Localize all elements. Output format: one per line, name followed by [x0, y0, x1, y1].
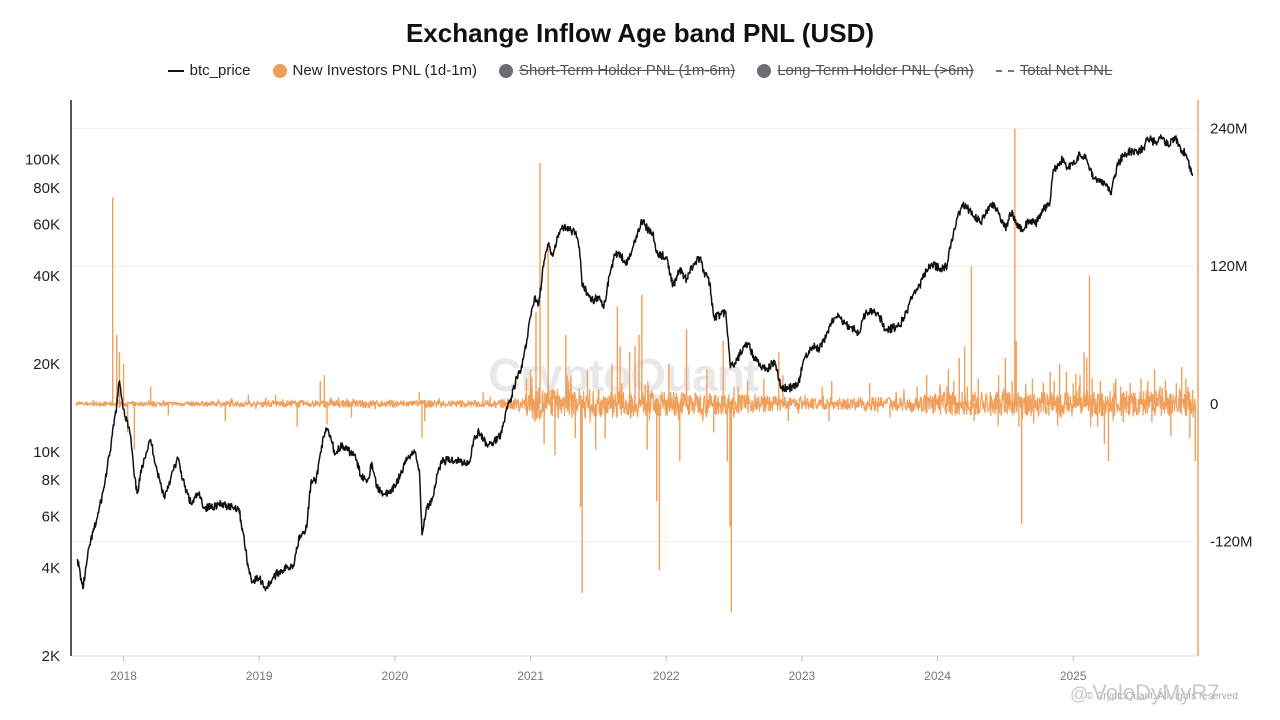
y-left-tick-label: 10K [33, 444, 60, 461]
axes [70, 100, 1199, 661]
y-left-tick-label: 100K [25, 152, 60, 169]
y-left-tick-label: 60K [33, 216, 60, 233]
dot-swatch-icon [272, 63, 287, 78]
chart-title: Exchange Inflow Age band PNL (USD) [405, 18, 875, 48]
dash-swatch-icon [995, 69, 1014, 72]
legend-item-new-investors[interactable]: New Investors PNL (1d-1m) [272, 62, 478, 79]
pnl-noise-line [75, 375, 1196, 427]
line-swatch-icon [167, 69, 184, 72]
x-tick-label: 2020 [382, 669, 409, 683]
author-handle-text: VoloDyMyR7 [1092, 680, 1220, 705]
legend-label: Total Net PNL [1019, 62, 1113, 79]
x-tick-label: 2024 [924, 669, 951, 683]
legend-item-long-term-holder[interactable]: Long-Term Holder PNL (>6m) [757, 62, 974, 79]
y-left-tick-label: 20K [33, 356, 60, 373]
legend-item-btc-price[interactable]: btc_price [167, 62, 251, 79]
copyright-text: © CryptoQuant. All rights reserved [1086, 691, 1238, 702]
tick-labels: 100K 80K 60K 40K 20K 10K 8K 6K 4K 2K 240M 120M 0 -120… [25, 121, 1253, 683]
legend-label: Short-Term Holder PNL (1m-6m) [519, 62, 736, 79]
y-right-tick-label: -120M [1210, 533, 1253, 550]
dot-swatch-icon [757, 63, 772, 78]
series-new-investors-pnl [75, 128, 1196, 613]
author-handle: @ VoloDyMyR7 [1070, 680, 1220, 705]
legend-label: New Investors PNL (1d-1m) [292, 62, 478, 79]
x-tick-label: 2018 [110, 669, 137, 683]
y-left-tick-label: 80K [33, 180, 60, 197]
x-tick-label: 2019 [246, 669, 273, 683]
y-left-tick-label: 2K [42, 648, 60, 665]
x-tick-label: 2025 [1060, 669, 1087, 683]
y-left-tick-label: 40K [33, 268, 60, 285]
y-right-tick-label: 240M [1210, 121, 1248, 138]
y-left-tick-label: 6K [42, 509, 60, 526]
x-tick-label: 2022 [653, 669, 680, 683]
legend-label: btc_price [189, 62, 251, 79]
gridlines [72, 128, 1198, 542]
btc-price-line [76, 134, 1194, 592]
legend-item-total-net-pnl[interactable]: Total Net PNL [995, 62, 1113, 79]
legend-item-short-term-holder[interactable]: Short-Term Holder PNL (1m-6m) [499, 62, 735, 79]
y-right-tick-label: 0 [1210, 396, 1218, 413]
legend: btc_price New Investors PNL (1d-1m) Shor… [0, 62, 1280, 79]
y-right-tick-label: 120M [1210, 258, 1248, 275]
x-tick-label: 2023 [789, 669, 816, 683]
x-tick-label: 2021 [517, 669, 544, 683]
dot-swatch-icon [499, 63, 514, 78]
y-left-tick-label: 8K [42, 472, 60, 489]
legend-label: Long-Term Holder PNL (>6m) [777, 62, 974, 79]
series-btc-price [76, 134, 1194, 592]
y-left-tick-label: 4K [42, 560, 60, 577]
